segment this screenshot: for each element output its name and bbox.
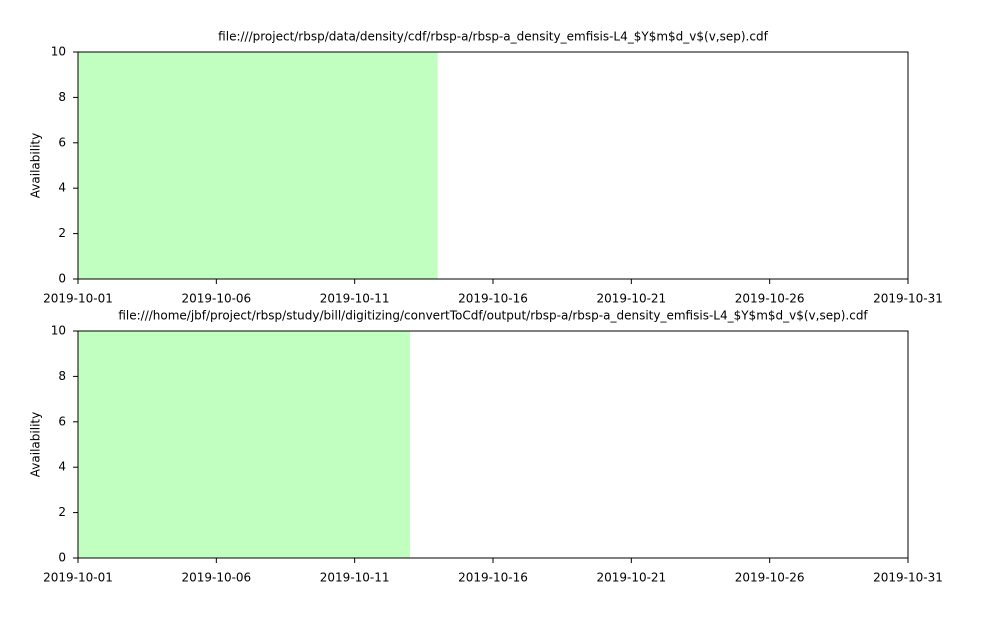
chart-title: file:///project/rbsp/data/density/cdf/rb…: [218, 30, 768, 44]
y-tick-label: 8: [58, 90, 66, 104]
x-tick-label: 2019-10-21: [596, 292, 666, 306]
availability-area: [78, 331, 410, 558]
x-tick-label: 2019-10-01: [43, 571, 113, 585]
x-tick-label: 2019-10-11: [320, 571, 390, 585]
y-tick-label: 10: [51, 324, 66, 338]
y-tick-label: 0: [58, 272, 66, 286]
y-tick-label: 2: [58, 226, 66, 240]
y-tick-label: 4: [58, 181, 66, 195]
x-tick-label: 2019-10-06: [181, 571, 251, 585]
chart-title: file:///home/jbf/project/rbsp/study/bill…: [118, 309, 868, 323]
x-tick-label: 2019-10-26: [735, 292, 805, 306]
x-tick-label: 2019-10-11: [320, 292, 390, 306]
x-tick-label: 2019-10-16: [458, 571, 528, 585]
y-tick-label: 0: [58, 551, 66, 565]
x-tick-label: 2019-10-26: [735, 571, 805, 585]
y-tick-label: 2: [58, 505, 66, 519]
y-axis-label: Availability: [29, 412, 43, 477]
y-tick-label: 10: [51, 45, 66, 59]
x-tick-label: 2019-10-06: [181, 292, 251, 306]
y-tick-label: 4: [58, 460, 66, 474]
y-tick-label: 8: [58, 369, 66, 383]
x-tick-label: 2019-10-01: [43, 292, 113, 306]
x-tick-label: 2019-10-31: [873, 571, 943, 585]
y-tick-label: 6: [58, 414, 66, 428]
availability-area: [78, 52, 438, 279]
x-tick-label: 2019-10-31: [873, 292, 943, 306]
y-axis-label: Availability: [29, 133, 43, 198]
y-tick-label: 6: [58, 135, 66, 149]
x-tick-label: 2019-10-21: [596, 571, 666, 585]
x-tick-label: 2019-10-16: [458, 292, 528, 306]
